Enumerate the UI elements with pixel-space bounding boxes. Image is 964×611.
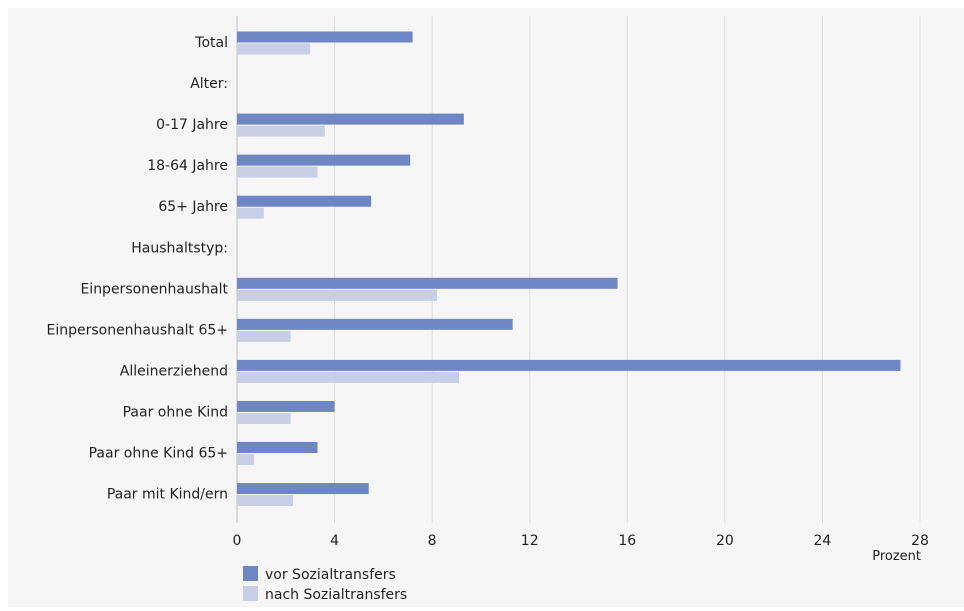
chart-container: Total Alter: 0-17 Jahre 18-64 Jahre 65+ Jahr… bbox=[8, 8, 964, 607]
bars bbox=[237, 32, 900, 507]
bar-nach-sozialtransfers bbox=[237, 454, 254, 465]
bar-nach-sozialtransfers bbox=[237, 290, 437, 301]
bar-nach-sozialtransfers bbox=[237, 413, 291, 424]
bar-vor-sozialtransfers bbox=[237, 401, 335, 412]
legend-swatch bbox=[243, 586, 258, 601]
category-label: Paar ohne Kind 65+ bbox=[89, 446, 228, 462]
category-label: Alleinerziehend bbox=[120, 363, 228, 379]
bar-vor-sozialtransfers bbox=[237, 360, 900, 371]
bar-vor-sozialtransfers bbox=[237, 278, 618, 289]
category-label: Haushaltstyp: bbox=[131, 240, 228, 256]
x-axis-ticks: 0 4 8 12 16 20 24 28 bbox=[233, 533, 929, 549]
bar-nach-sozialtransfers bbox=[237, 495, 293, 506]
bar-vor-sozialtransfers bbox=[237, 32, 413, 43]
legend-label: vor Sozialtransfers bbox=[265, 567, 396, 583]
gridlines bbox=[237, 16, 920, 523]
x-tick-label: 0 bbox=[233, 533, 242, 549]
x-tick-label: 16 bbox=[618, 533, 636, 549]
bar-nach-sozialtransfers bbox=[237, 372, 459, 383]
x-axis-label: Prozent bbox=[872, 549, 921, 564]
category-label: Paar mit Kind/ern bbox=[107, 487, 228, 503]
x-tick-label: 12 bbox=[521, 533, 539, 549]
category-label: Paar ohne Kind bbox=[123, 404, 228, 420]
x-tick-label: 4 bbox=[330, 533, 339, 549]
bar-vor-sozialtransfers bbox=[237, 483, 369, 494]
x-tick-label: 24 bbox=[814, 533, 832, 549]
bar-nach-sozialtransfers bbox=[237, 44, 310, 55]
bar-nach-sozialtransfers bbox=[237, 126, 325, 137]
bar-vor-sozialtransfers bbox=[237, 442, 317, 453]
category-label: 18-64 Jahre bbox=[147, 158, 228, 174]
bar-vor-sozialtransfers bbox=[237, 114, 464, 125]
category-label: 0-17 Jahre bbox=[156, 117, 228, 133]
category-labels: Total Alter: 0-17 Jahre 18-64 Jahre 65+ Jahr… bbox=[46, 35, 228, 503]
bar-vor-sozialtransfers bbox=[237, 155, 410, 166]
legend: vor Sozialtransfers nach Sozialtransfers bbox=[243, 566, 407, 603]
bar-nach-sozialtransfers bbox=[237, 208, 264, 219]
x-tick-label: 8 bbox=[428, 533, 437, 549]
category-label: Einpersonenhaushalt 65+ bbox=[46, 322, 228, 338]
category-label: 65+ Jahre bbox=[158, 199, 228, 215]
legend-swatch bbox=[243, 566, 258, 581]
bar-chart: Total Alter: 0-17 Jahre 18-64 Jahre 65+ Jahr… bbox=[8, 8, 964, 607]
x-tick-label: 20 bbox=[716, 533, 734, 549]
bar-nach-sozialtransfers bbox=[237, 331, 291, 342]
x-tick-label: 28 bbox=[911, 533, 929, 549]
bar-vor-sozialtransfers bbox=[237, 196, 371, 207]
bar-vor-sozialtransfers bbox=[237, 319, 513, 330]
legend-label: nach Sozialtransfers bbox=[265, 587, 407, 603]
bar-nach-sozialtransfers bbox=[237, 167, 317, 178]
category-label: Total bbox=[194, 35, 228, 51]
category-label: Einpersonenhaushalt bbox=[80, 281, 228, 297]
category-label: Alter: bbox=[190, 76, 228, 92]
